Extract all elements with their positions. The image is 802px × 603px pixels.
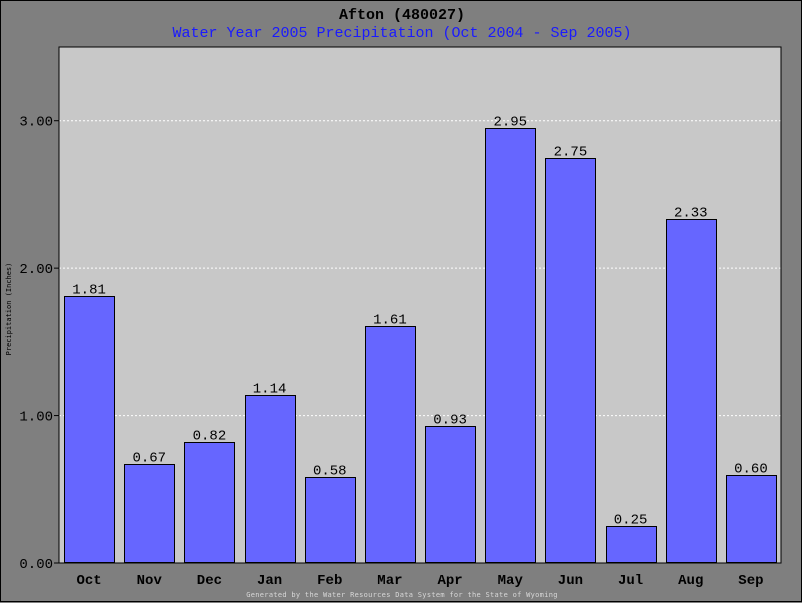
y-tick-label: 1.00 <box>19 410 53 426</box>
x-category-label: Mar <box>377 573 402 589</box>
bar <box>184 442 235 563</box>
bar <box>606 526 657 563</box>
chart-subtitle: Water Year 2005 Precipitation (Oct 2004 … <box>172 25 632 42</box>
chart-footer: Generated by the Water Resources Data Sy… <box>246 591 558 599</box>
plot-area <box>59 47 781 563</box>
bar <box>545 158 596 563</box>
bar <box>425 426 476 563</box>
bar <box>365 326 416 563</box>
bar-value-label: 0.60 <box>734 462 768 478</box>
bar <box>485 128 536 563</box>
x-category-label: Oct <box>76 573 101 589</box>
x-category-label: Sep <box>738 573 763 589</box>
bar-value-label: 2.33 <box>674 206 708 222</box>
bar-value-label: 1.14 <box>253 382 287 398</box>
x-category-label: May <box>498 573 524 589</box>
bar-value-label: 2.75 <box>554 145 588 161</box>
bar <box>726 475 777 563</box>
x-category-label: Apr <box>437 573 462 589</box>
bar-value-label: 1.81 <box>72 283 106 299</box>
x-category-label: Dec <box>197 573 222 589</box>
x-category-label: Nov <box>137 573 163 589</box>
x-category-label: Jun <box>558 573 583 589</box>
x-category-label: Jul <box>618 573 643 589</box>
bar <box>305 477 356 563</box>
bar-value-label: 0.82 <box>193 429 227 445</box>
y-tick-label: 2.00 <box>19 262 53 278</box>
x-category-label: Aug <box>678 573 703 589</box>
bar-value-label: 0.25 <box>614 513 648 529</box>
bar-value-label: 2.95 <box>493 115 527 131</box>
x-category-label: Feb <box>317 573 342 589</box>
bar-value-label: 1.61 <box>373 313 407 329</box>
bar <box>124 464 175 563</box>
y-tick-label: 0.00 <box>19 557 53 573</box>
bar <box>64 296 115 563</box>
bar-value-label: 0.67 <box>132 451 166 467</box>
bar-value-label: 0.58 <box>313 464 347 480</box>
plot-border <box>58 46 782 564</box>
bar <box>666 219 717 563</box>
y-tick-label: 3.00 <box>19 115 53 131</box>
x-category-label: Jan <box>257 573 282 589</box>
bar <box>245 395 296 563</box>
bar-value-label: 0.93 <box>433 413 467 429</box>
chart-title: Afton (480027) <box>338 7 466 24</box>
